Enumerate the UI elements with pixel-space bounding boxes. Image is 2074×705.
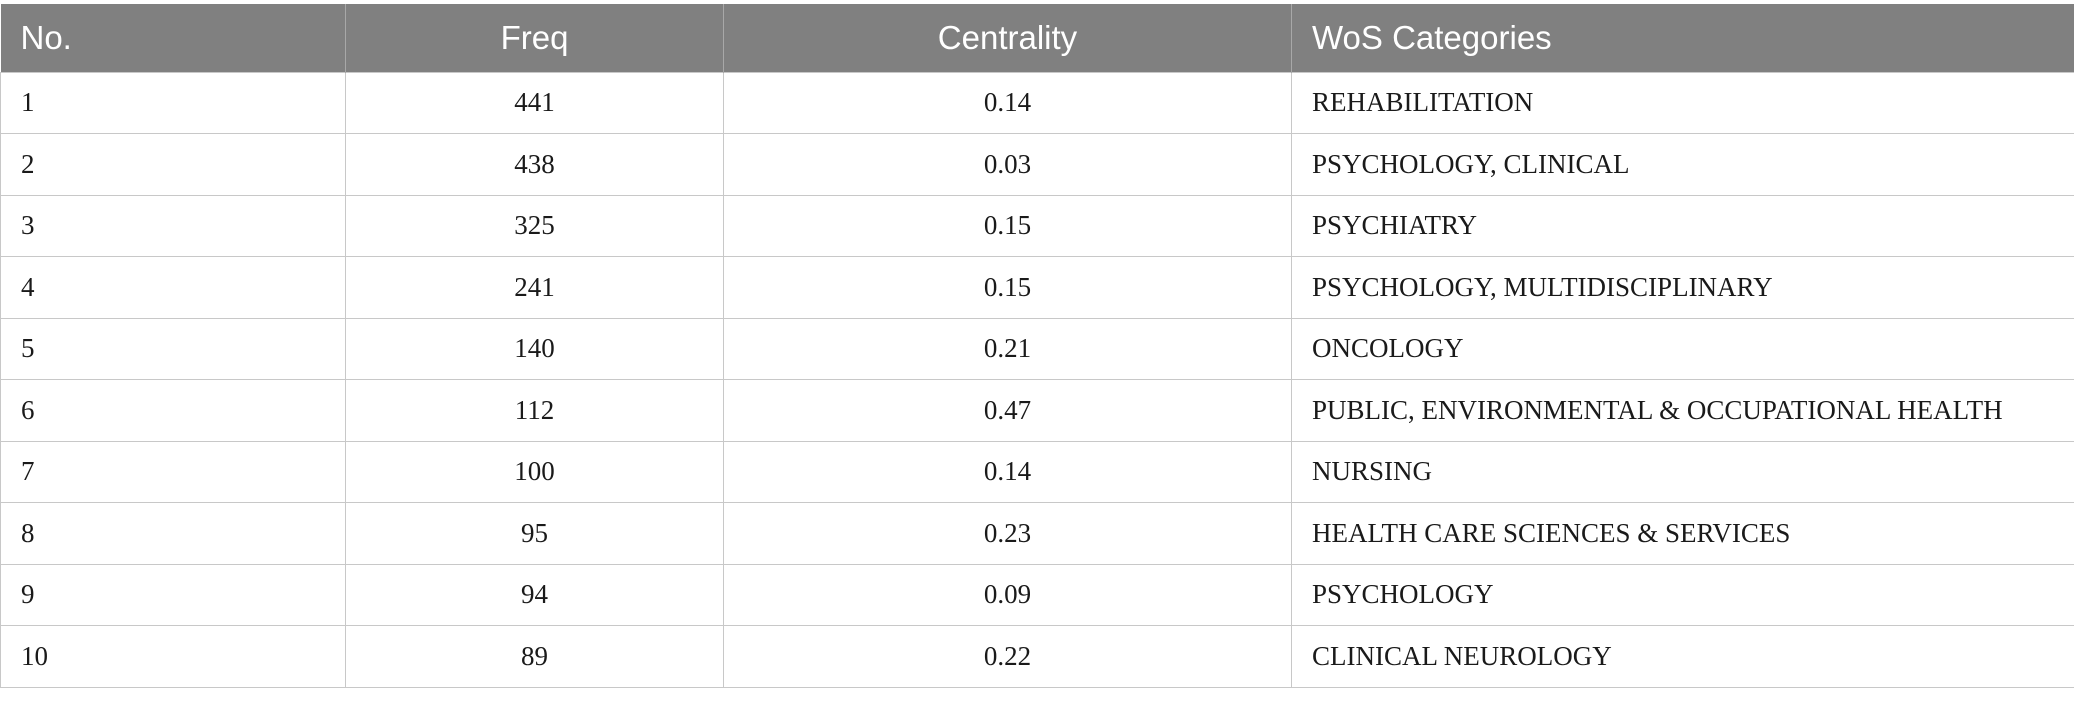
- cell-no: 4: [0, 256, 346, 319]
- table-body: 1 441 0.14 REHABILITATION 2 438 0.03 PSYCHOLOGY…: [0, 71, 2074, 688]
- cell-no: 9: [0, 563, 346, 626]
- table-header: No. Freq Centrality WoS Categories: [0, 4, 2074, 72]
- cell-category: PUBLIC, ENVIRONMENTAL & OCCUPATIONAL HEA…: [1291, 379, 2074, 442]
- header-centrality: Centrality: [723, 4, 1292, 72]
- cell-centrality: 0.14: [723, 440, 1292, 503]
- cell-freq: 89: [345, 625, 724, 688]
- header-freq: Freq: [345, 4, 724, 72]
- cell-no: 7: [0, 440, 346, 503]
- cell-no: 2: [0, 133, 346, 196]
- table-row: 7 100 0.14 NURSING: [0, 440, 2074, 503]
- cell-category: ONCOLOGY: [1291, 317, 2074, 380]
- table-row: 3 325 0.15 PSYCHIATRY: [0, 194, 2074, 257]
- cell-centrality: 0.03: [723, 133, 1292, 196]
- cell-category: HEALTH CARE SCIENCES & SERVICES: [1291, 502, 2074, 565]
- cell-category: PSYCHOLOGY: [1291, 563, 2074, 626]
- cell-freq: 100: [345, 440, 724, 503]
- cell-category: PSYCHOLOGY, MULTIDISCIPLINARY: [1291, 256, 2074, 319]
- table-row: 5 140 0.21 ONCOLOGY: [0, 317, 2074, 380]
- cell-centrality: 0.23: [723, 502, 1292, 565]
- table-row: 8 95 0.23 HEALTH CARE SCIENCES & SERVICES: [0, 502, 2074, 565]
- cell-centrality: 0.15: [723, 256, 1292, 319]
- cell-category: NURSING: [1291, 440, 2074, 503]
- cell-freq: 325: [345, 194, 724, 257]
- table-row: 6 112 0.47 PUBLIC, ENVIRONMENTAL & OCCUPATI…: [0, 379, 2074, 442]
- cell-category: CLINICAL NEUROLOGY: [1291, 625, 2074, 688]
- cell-freq: 140: [345, 317, 724, 380]
- header-wos-categories: WoS Categories: [1312, 18, 1552, 56]
- header-no: No.: [0, 4, 346, 72]
- cell-freq: 441: [345, 71, 724, 134]
- cell-centrality: 0.15: [723, 194, 1292, 257]
- cell-no: 3: [0, 194, 346, 257]
- cell-no: 5: [0, 317, 346, 380]
- cell-centrality: 0.09: [723, 563, 1292, 626]
- cell-centrality: 0.22: [723, 625, 1292, 688]
- cell-freq: 95: [345, 502, 724, 565]
- cell-freq: 438: [345, 133, 724, 196]
- cell-centrality: 0.14: [723, 71, 1292, 134]
- cell-no: 1: [0, 71, 346, 134]
- cell-no: 10: [0, 625, 346, 688]
- cell-centrality: 0.47: [723, 379, 1292, 442]
- cell-freq: 241: [345, 256, 724, 319]
- cell-category: PSYCHOLOGY, CLINICAL: [1291, 133, 2074, 196]
- table-row: 1 441 0.14 REHABILITATION: [0, 71, 2074, 134]
- cell-centrality: 0.21: [723, 317, 1292, 380]
- cell-category: PSYCHIATRY: [1291, 194, 2074, 257]
- cell-category: REHABILITATION: [1291, 71, 2074, 134]
- header-row: No. Freq Centrality WoS Categories: [0, 4, 2074, 72]
- wos-categories-table: No. Freq Centrality WoS Categories 1 441 0…: [0, 4, 2074, 688]
- table-row: 4 241 0.15 PSYCHOLOGY, MULTIDISCIPLINARY: [0, 256, 2074, 319]
- cell-freq: 94: [345, 563, 724, 626]
- table-row: 10 89 0.22 CLINICAL NEUROLOGY: [0, 625, 2074, 688]
- cell-no: 8: [0, 502, 346, 565]
- table-row: 2 438 0.03 PSYCHOLOGY, CLINICAL: [0, 133, 2074, 196]
- cell-freq: 112: [345, 379, 724, 442]
- table-row: 9 94 0.09 PSYCHOLOGY: [0, 563, 2074, 626]
- cell-no: 6: [0, 379, 346, 442]
